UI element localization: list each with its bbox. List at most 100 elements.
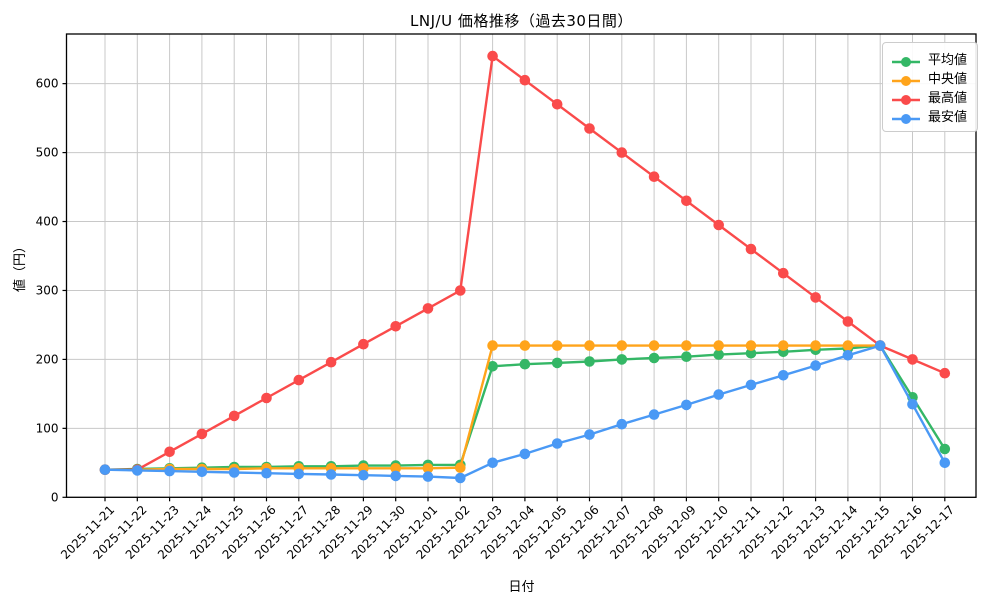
legend: 平均値中央値最高値 最安値 <box>881 42 978 132</box>
axis-tick-labels: 01002003004005006002025-11-212025-11-222… <box>36 77 958 562</box>
data-point-avg <box>648 352 660 364</box>
y-tick-label: 100 <box>36 421 59 435</box>
data-point-median <box>616 340 628 351</box>
data-point-min <box>616 418 628 430</box>
legend-label: 中央値 <box>927 72 967 87</box>
data-point-max <box>390 321 402 332</box>
plot-border <box>65 33 977 498</box>
data-point-min <box>293 468 305 480</box>
legend-item-avg: 平均値 <box>891 49 967 68</box>
data-point-avg <box>939 443 951 455</box>
data-point-median <box>455 462 466 474</box>
data-point-median <box>713 340 724 351</box>
data-point-min <box>455 472 466 484</box>
data-point-avg <box>616 354 628 365</box>
data-point-min <box>745 379 757 391</box>
data-point-max <box>648 171 660 182</box>
data-point-median <box>810 340 821 351</box>
data-point-max <box>228 410 240 422</box>
legend-marker-icon <box>891 91 921 105</box>
legend-marker-icon <box>891 53 921 67</box>
data-point-median <box>681 340 692 351</box>
data-point-max <box>487 50 498 62</box>
data-point-max <box>745 243 757 255</box>
data-point-max <box>616 147 628 158</box>
data-point-max <box>939 367 951 379</box>
data-point-min <box>164 465 175 477</box>
data-point-min <box>519 448 531 460</box>
data-point-min <box>390 470 402 482</box>
y-tick-label: 500 <box>36 146 59 160</box>
legend-marker-icon <box>891 72 921 86</box>
data-point-min <box>939 457 951 469</box>
data-point-max <box>551 99 563 110</box>
data-point-max <box>810 292 821 303</box>
data-point-max <box>681 195 692 207</box>
data-point-min <box>778 370 789 381</box>
data-point-max <box>422 303 434 314</box>
legend-marker-icon <box>891 110 921 124</box>
y-tick-label: 0 <box>51 490 59 504</box>
data-point-min <box>713 389 724 400</box>
data-point-avg <box>519 358 531 370</box>
data-point-max <box>778 267 789 279</box>
data-point-median <box>422 463 434 474</box>
legend-item-max: 最高値 <box>891 87 967 106</box>
data-point-min <box>584 429 595 440</box>
data-point-max <box>519 74 531 86</box>
data-point-min <box>358 469 369 481</box>
data-point-avg <box>681 351 692 363</box>
data-point-max <box>325 356 337 368</box>
data-point-max <box>907 354 918 365</box>
data-point-min <box>99 464 111 476</box>
data-point-max <box>842 316 854 327</box>
legend-label: 平均値 <box>927 53 967 68</box>
y-tick-label: 600 <box>36 77 59 91</box>
data-point-median <box>648 340 660 351</box>
y-tick-label: 200 <box>36 352 59 366</box>
y-tick-label: 300 <box>36 283 59 297</box>
axis-ticks <box>62 83 946 502</box>
data-point-min <box>907 398 918 410</box>
data-point-avg <box>487 361 498 372</box>
data-point-median <box>390 463 402 474</box>
data-point-min <box>551 438 563 449</box>
data-point-min <box>874 340 886 351</box>
data-point-median <box>519 340 531 351</box>
data-point-max <box>584 123 595 134</box>
data-point-min <box>132 465 143 476</box>
data-point-min <box>810 360 821 371</box>
data-point-max <box>164 446 175 458</box>
data-point-max <box>455 285 466 296</box>
data-point-median <box>487 340 498 351</box>
data-point-avg <box>713 349 724 360</box>
chart-title: LNJ/U 価格推移（過去30日間） <box>410 12 633 30</box>
data-point-median <box>745 340 757 351</box>
series-min <box>99 340 951 484</box>
legend-item-median: 中央値 <box>891 68 967 87</box>
data-point-min <box>842 350 854 361</box>
data-point-median <box>778 340 789 351</box>
legend-item-min: 最安値 <box>891 106 967 125</box>
data-point-min <box>325 469 337 480</box>
data-point-min <box>228 467 240 478</box>
data-point-min <box>196 466 208 478</box>
legend-label: 最高値 <box>927 91 967 106</box>
data-point-avg <box>745 347 757 359</box>
data-point-median <box>842 340 854 351</box>
data-point-min <box>648 409 660 420</box>
y-tick-label: 400 <box>36 215 59 229</box>
y-axis-label: 値（円） <box>13 240 28 293</box>
data-point-max <box>358 338 369 350</box>
data-point-max <box>261 392 272 404</box>
data-point-avg <box>584 356 595 367</box>
data-point-max <box>293 374 305 386</box>
data-point-median <box>551 340 563 351</box>
data-point-min <box>681 399 692 411</box>
data-point-avg <box>551 357 563 369</box>
data-point-min <box>261 467 272 479</box>
data-point-min <box>487 457 498 469</box>
grid-lines <box>66 34 976 498</box>
